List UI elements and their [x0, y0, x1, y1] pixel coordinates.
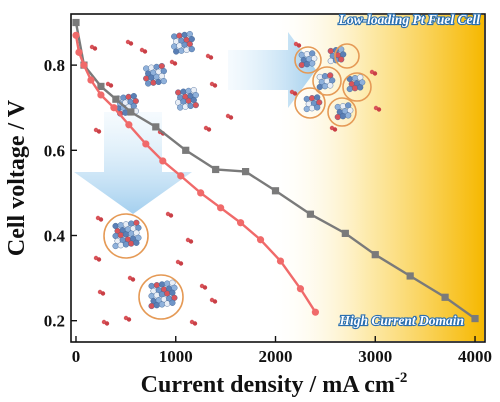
- x-tick-label-4: 4000: [458, 347, 492, 366]
- molecule-icon-26: [373, 105, 382, 112]
- series-1-point-11: [217, 204, 225, 212]
- cluster-icon-0: [171, 30, 195, 55]
- highlight-circle-1: [138, 274, 184, 320]
- molecule-icon-2: [139, 47, 148, 54]
- cluster-icon-6: [298, 50, 318, 69]
- molecule-icon-9: [203, 125, 212, 132]
- series-0-point-14: [441, 293, 449, 301]
- y-tick-label-1: 0.4: [44, 227, 66, 246]
- y-axis-title: Cell voltage / V: [4, 99, 30, 256]
- series-0-point-5: [152, 123, 160, 131]
- molecule-icon-17: [127, 275, 136, 282]
- series-0-point-10: [306, 210, 315, 218]
- cluster-icon-5: [148, 279, 178, 310]
- molecule-icon-11: [95, 215, 104, 222]
- y-tick-label-3: 0.8: [44, 56, 65, 75]
- series-0-point-9: [271, 187, 280, 195]
- molecule-icon-4: [205, 53, 214, 60]
- series-0-point-7: [212, 165, 220, 174]
- series-1-point-12: [236, 219, 245, 227]
- cluster-icon-1: [143, 62, 167, 87]
- molecule-icon-22: [209, 297, 218, 304]
- bottom-banner-text: High Current Domain: [338, 313, 464, 328]
- series-1-point-1: [75, 48, 83, 56]
- x-axis-title-superscript: -2: [395, 370, 408, 386]
- molecule-icon-5: [209, 81, 218, 88]
- series-0-point-15: [471, 314, 479, 323]
- series-1-point-6: [125, 121, 133, 129]
- molecule-icon-27: [329, 125, 338, 132]
- molecule-icon-0: [89, 44, 98, 51]
- cluster-icon-9: [346, 74, 366, 93]
- series-0-point-11: [341, 229, 349, 237]
- series-1-point-8: [159, 157, 167, 165]
- y-tick-label-2: 0.6: [44, 141, 65, 160]
- series-1-point-4: [97, 91, 105, 99]
- series-1-point-7: [142, 140, 150, 148]
- cluster-icon-11: [334, 102, 354, 121]
- molecule-icon-13: [185, 237, 194, 244]
- series-1-point-14: [276, 257, 285, 265]
- series-0-point-6: [182, 146, 190, 154]
- molecule-icon-19: [101, 319, 110, 326]
- series-1-point-9: [177, 172, 185, 180]
- plot-frame: [70, 13, 486, 343]
- series-0-point-8: [241, 168, 250, 176]
- molecule-icon-25: [289, 89, 298, 96]
- highlight-circle-5: [342, 72, 372, 102]
- cluster-icon-10: [303, 94, 323, 113]
- molecule-icon-14: [93, 255, 102, 262]
- molecule-icon-3: [169, 59, 178, 66]
- x-axis-title-main: Current density / mA cm: [141, 372, 395, 398]
- x-tick-label-1: 1000: [159, 347, 193, 366]
- highlight-circle-2: [294, 46, 322, 74]
- series-1-point-0: [72, 31, 80, 39]
- series-1-point-5: [110, 104, 118, 112]
- series-0-point-2: [97, 82, 105, 91]
- series-1-point-10: [197, 189, 205, 197]
- series-0-point-13: [406, 272, 414, 280]
- down-arrow-graphic: [74, 112, 192, 214]
- highlight-circle-3: [334, 43, 360, 69]
- molecule-icon-10: [225, 113, 234, 120]
- series-0-point-0: [72, 18, 80, 27]
- molecule-icon-18: [199, 283, 208, 290]
- molecule-icon-16: [97, 289, 106, 296]
- series-0-point-3: [112, 95, 120, 103]
- highlight-circle-0: [103, 213, 149, 259]
- series-1-point-3: [87, 76, 95, 84]
- x-axis-title: Current density / mA cm-2: [141, 370, 408, 398]
- series-0-point-12: [371, 251, 379, 259]
- molecule-icon-12: [165, 211, 174, 218]
- series-1-point-13: [256, 236, 265, 244]
- series-0-point-4: [127, 108, 135, 116]
- cluster-icon-4: [112, 219, 142, 250]
- x-tick-label-2: 2000: [259, 347, 293, 366]
- molecule-icon-15: [175, 259, 184, 266]
- molecule-icon-23: [293, 41, 302, 48]
- x-tick-label-0: 0: [72, 347, 81, 366]
- series-1-point-15: [296, 285, 305, 293]
- y-tick-label-0: 0.2: [44, 312, 65, 331]
- highlight-circle-4: [312, 66, 342, 96]
- molecule-icon-7: [93, 127, 102, 134]
- series-1-point-16: [311, 308, 320, 316]
- molecule-icon-20: [123, 315, 132, 322]
- top-banner-text: Low-loading Pt Fuel Cell: [338, 12, 481, 27]
- cluster-icon-2: [175, 86, 199, 111]
- series-0-line: [74, 22, 476, 320]
- molecule-icon-1: [125, 39, 134, 46]
- series-1-point-2: [80, 61, 88, 69]
- cluster-icon-8: [316, 72, 336, 91]
- molecule-icon-6: [105, 81, 114, 88]
- molecule-icon-24: [369, 69, 378, 76]
- highlight-circle-6: [294, 87, 326, 119]
- molecule-icon-21: [189, 319, 198, 326]
- highlight-circle-7: [327, 97, 357, 127]
- x-tick-label-3: 3000: [358, 347, 392, 366]
- right-arrow-graphic: [228, 32, 316, 108]
